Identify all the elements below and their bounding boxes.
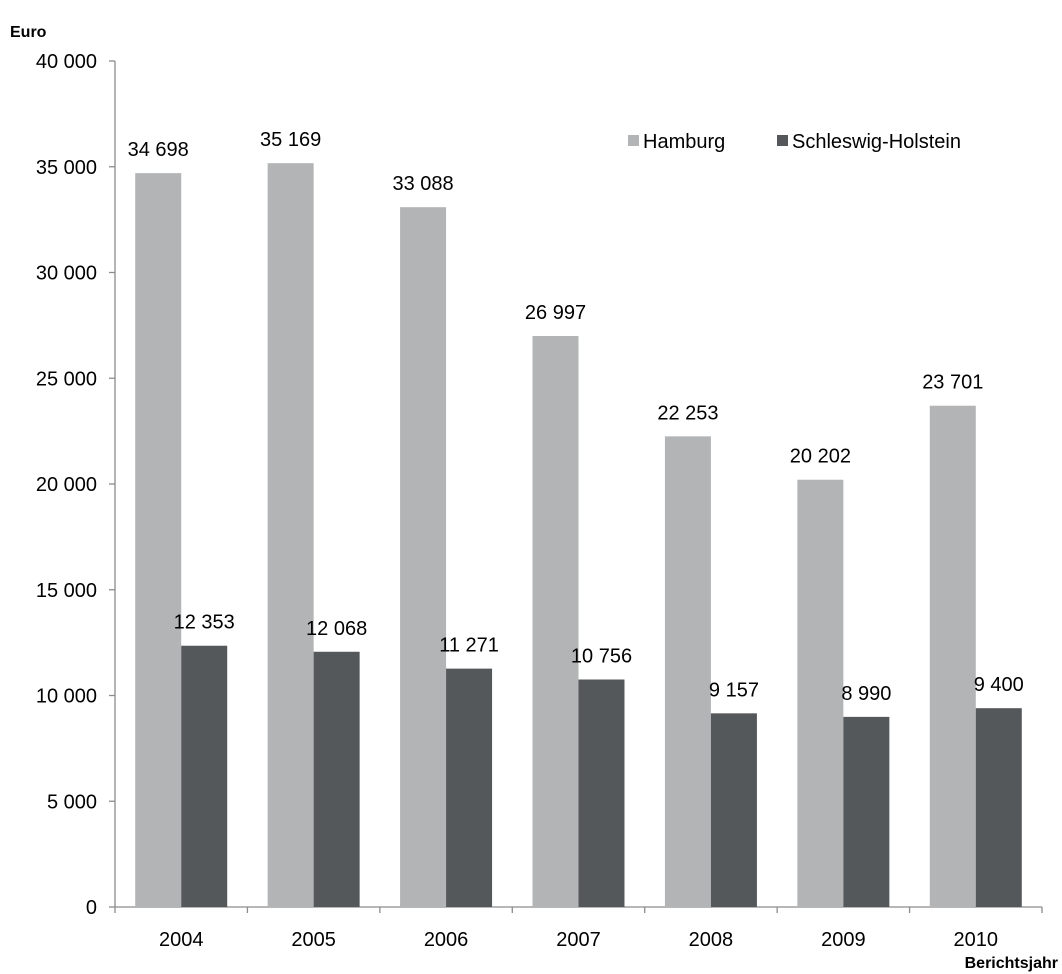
bar-hamburg [267,163,314,907]
data-label-hamburg: 33 088 [392,173,453,195]
y-tick-label: 40 000 [36,51,97,73]
y-tick-label: 30 000 [36,263,97,285]
data-label-schleswig-holstein: 12 353 [174,612,235,634]
x-tick-label: 2004 [159,929,204,951]
y-tick-label: 35 000 [36,157,97,179]
data-label-schleswig-holstein: 10 756 [571,646,632,668]
data-label-hamburg: 23 701 [922,372,983,394]
data-labels: 34 698 12 353 35 169 12 068 33 088 11 271 26 9… [128,129,1024,705]
bar-schleswig-holstein [578,679,625,907]
x-tick-label: 2006 [424,929,469,951]
legend: Hamburg Schleswig-Holstein [628,131,961,153]
data-label-schleswig-holstein: 9 400 [974,674,1024,696]
legend-swatch-schleswig-holstein [777,135,788,146]
bar-hamburg [664,436,711,907]
legend-swatch-hamburg [628,135,639,146]
x-tick-label: 2008 [689,929,734,951]
y-tick-label: 10 000 [36,686,97,708]
bar-schleswig-holstein [975,708,1022,907]
x-axis-title: Berichtsjahr [965,955,1058,972]
bar-hamburg [532,336,579,908]
bar-schleswig-holstein [313,651,360,907]
data-label-schleswig-holstein: 12 068 [306,618,367,640]
y-tick-label: 25 000 [36,368,97,390]
data-label-schleswig-holstein: 9 157 [709,679,759,701]
y-axis-title: Euro [10,24,47,41]
data-label-hamburg: 20 202 [790,446,851,468]
bar-schleswig-holstein [181,645,228,907]
legend-label-hamburg: Hamburg [643,131,725,153]
bar-hamburg [929,405,976,907]
x-tick-label: 2005 [291,929,336,951]
legend-label-schleswig-holstein: Schleswig-Holstein [792,131,961,153]
x-tick-label: 2009 [821,929,866,951]
y-tick-label: 20 000 [36,474,97,496]
bar-schleswig-holstein [446,668,493,907]
bar-schleswig-holstein [710,713,757,907]
data-label-hamburg: 35 169 [260,129,321,151]
data-label-hamburg: 22 253 [657,402,718,424]
bar-hamburg [797,479,844,907]
data-label-schleswig-holstein: 8 990 [841,683,891,705]
y-tick-label: 5 000 [47,791,97,813]
y-tick-label: 15 000 [36,580,97,602]
x-axis: 2004 2005 2006 2007 2008 2009 2010 [114,906,1043,951]
y-tick-label: 0 [86,897,97,919]
bar-schleswig-holstein [843,716,890,907]
bar-hamburg [135,173,182,907]
data-label-hamburg: 34 698 [128,139,189,161]
x-tick-label: 2007 [556,929,601,951]
data-label-hamburg: 26 997 [525,302,586,324]
bars [135,163,1022,908]
data-label-schleswig-holstein: 11 271 [439,635,499,657]
x-tick-label: 2010 [954,929,999,951]
bar-hamburg [400,207,447,908]
y-axis: 0 5 000 10 000 15 000 20 000 25 000 30 000 35 0… [36,51,116,919]
